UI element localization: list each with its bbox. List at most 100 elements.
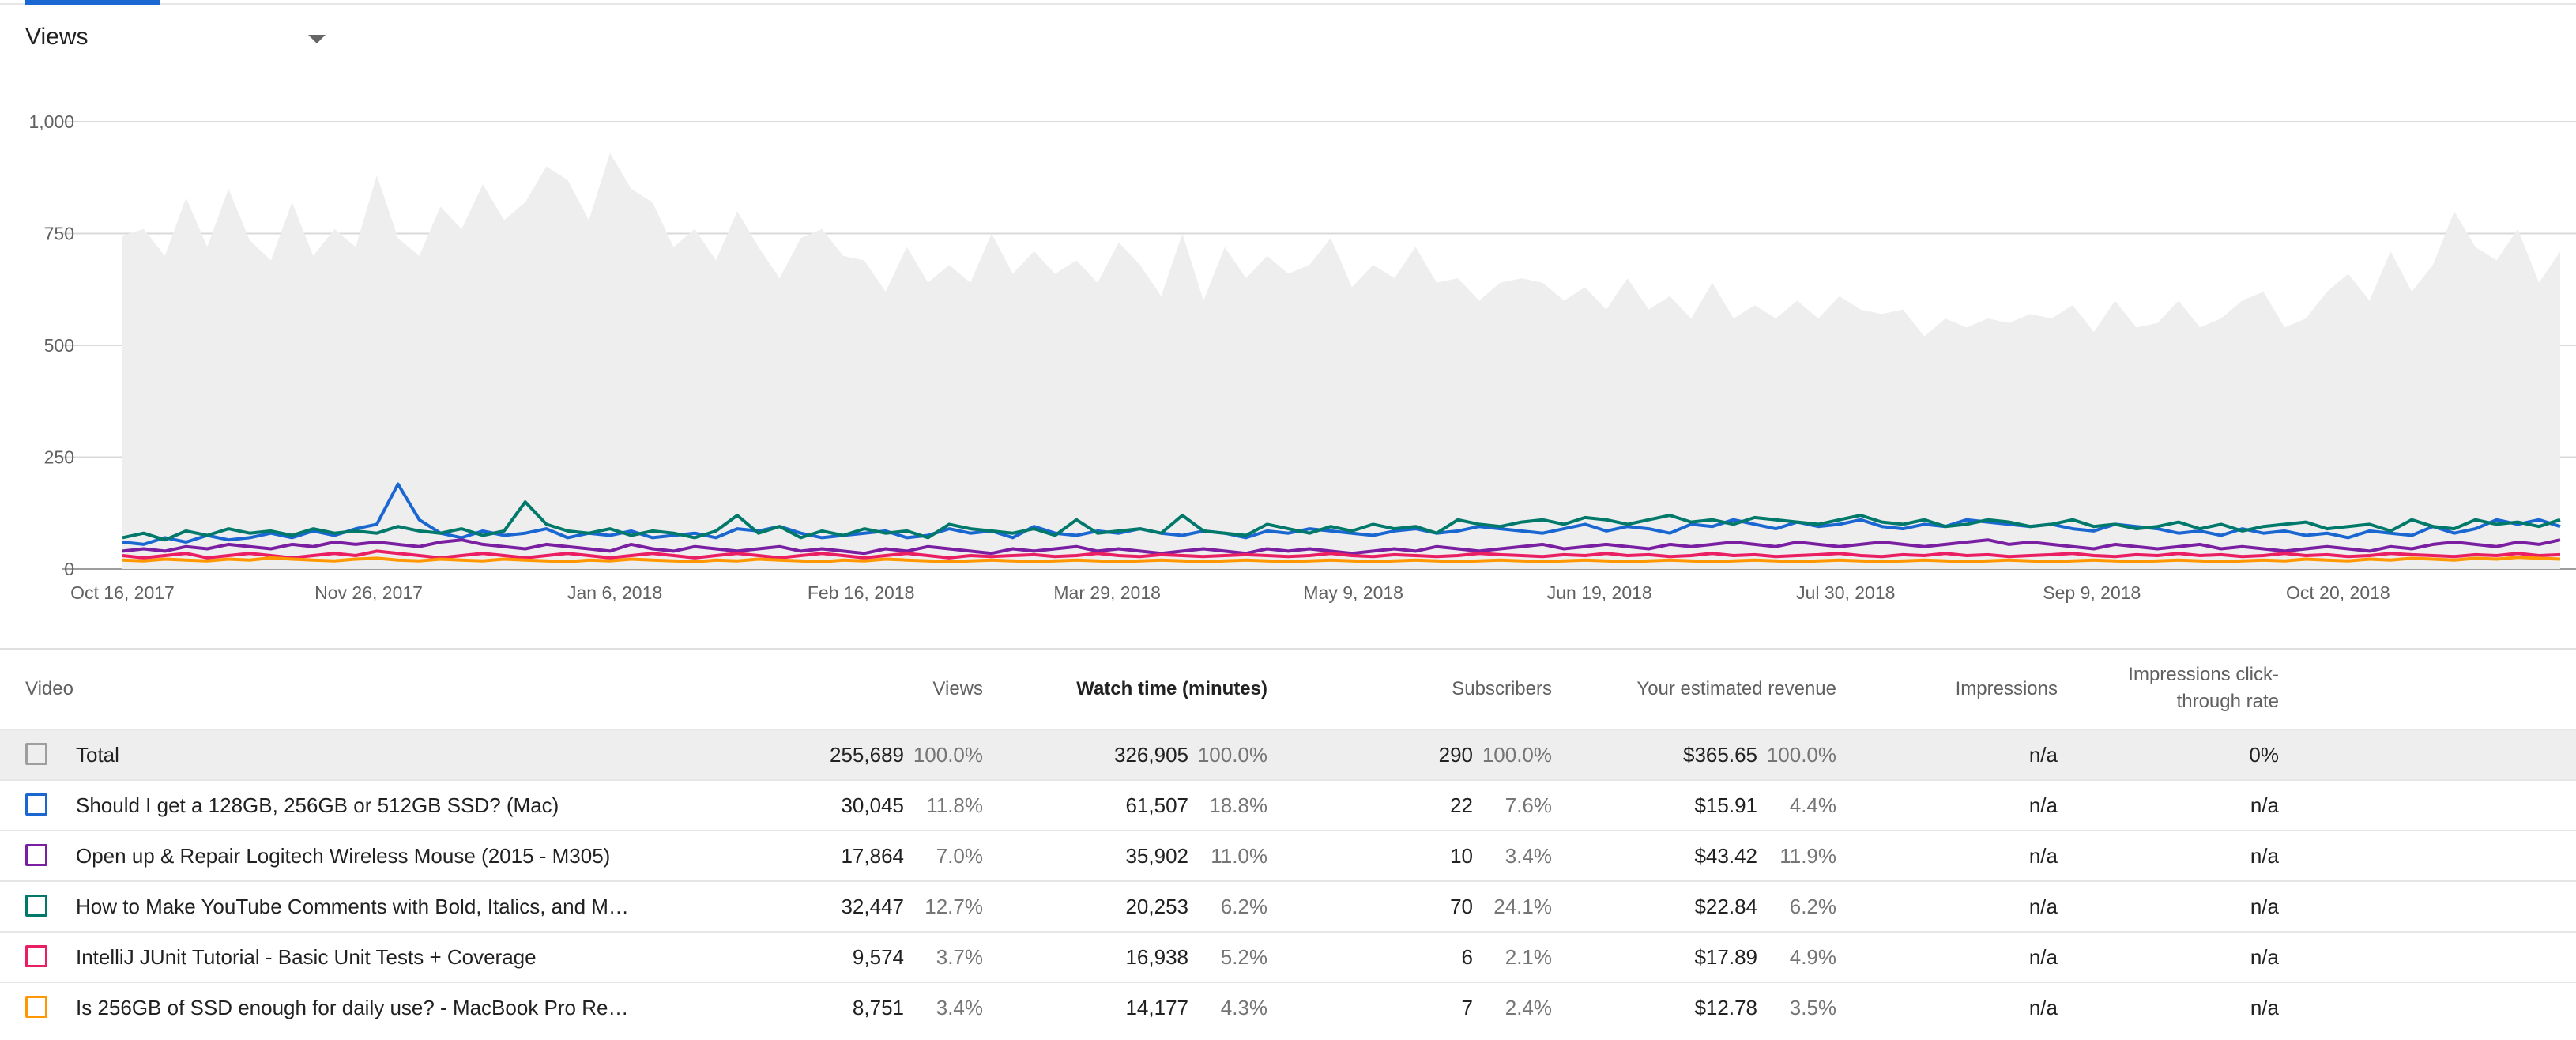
revenue-percent: 4.4% [1789, 793, 1836, 817]
video-title[interactable]: Is 256GB of SSD enough for daily use? - … [76, 996, 629, 1019]
series-checkbox[interactable] [25, 743, 47, 765]
impressions-value: n/a [2028, 844, 2058, 868]
views-percent: 100.0% [913, 743, 983, 767]
revenue-value: $15.91 [1694, 793, 1757, 817]
views-percent: 7.0% [936, 844, 983, 868]
revenue-value: $17.89 [1694, 945, 1757, 969]
series-checkbox[interactable] [25, 945, 47, 967]
header-ctr-line1[interactable]: Impressions click- [2128, 664, 2279, 685]
ctr-value: n/a [2250, 844, 2279, 868]
revenue-percent: 6.2% [1789, 895, 1836, 918]
table-header: Video Views Watch time (minutes) Subscri… [0, 648, 2576, 729]
revenue-percent: 3.5% [1789, 996, 1836, 1019]
series-line [122, 549, 2561, 560]
watch-time-value: 326,905 [1114, 743, 1188, 767]
subscribers-value: 7 [1461, 996, 1473, 1019]
revenue-percent: 4.9% [1789, 945, 1836, 969]
subscribers-percent: 24.1% [1493, 895, 1552, 918]
watch-time-percent: 18.8% [1209, 793, 1267, 817]
y-tick-label: 1,000 [28, 111, 74, 132]
watch-time-value: 14,177 [1125, 996, 1188, 1019]
table-row[interactable]: Is 256GB of SSD enough for daily use? - … [0, 982, 2576, 1032]
table-row[interactable]: How to Make YouTube Comments with Bold, … [0, 880, 2576, 931]
views-percent: 3.7% [936, 945, 983, 969]
revenue-percent: 100.0% [1766, 743, 1836, 767]
subscribers-value: 22 [1450, 793, 1473, 817]
header-watch-time[interactable]: Watch time (minutes) [1076, 678, 1267, 699]
y-tick-label: 250 [44, 447, 74, 468]
ctr-value: 0% [2249, 743, 2279, 767]
y-tick-label: 500 [44, 335, 74, 356]
watch-time-value: 35,902 [1125, 844, 1188, 868]
views-line-chart: 0 250 500 750 1,000 Oct 16, 2017 Nov 26, 2017 J… [28, 111, 2576, 603]
views-value: 30,045 [841, 793, 904, 817]
header-video[interactable]: Video [25, 678, 73, 699]
watch-time-percent: 11.0% [1211, 844, 1267, 868]
views-percent: 11.8% [926, 793, 983, 817]
video-title[interactable]: Open up & Repair Logitech Wireless Mouse… [76, 844, 611, 868]
videos-table: Video Views Watch time (minutes) Subscri… [0, 648, 2576, 1032]
metric-dropdown[interactable]: Views [25, 21, 333, 60]
y-tick-label: 750 [44, 224, 74, 244]
revenue-value: $22.84 [1694, 895, 1757, 918]
series-checkbox[interactable] [25, 844, 47, 866]
series-area-total [122, 153, 2560, 570]
views-value: 32,447 [841, 895, 904, 918]
subscribers-value: 70 [1450, 895, 1473, 918]
ctr-value: n/a [2250, 895, 2279, 918]
table-row[interactable]: Should I get a 128GB, 256GB or 512GB SSD… [0, 779, 2576, 830]
metric-dropdown-label: Views [25, 24, 89, 50]
series-line [122, 556, 2561, 563]
header-impressions[interactable]: Impressions [1955, 678, 2058, 699]
series-line [122, 500, 2561, 542]
watch-time-value: 16,938 [1125, 945, 1188, 969]
video-title[interactable]: How to Make YouTube Comments with Bold, … [76, 895, 629, 918]
series-checkbox[interactable] [25, 996, 47, 1018]
watch-time-value: 61,507 [1125, 793, 1188, 817]
impressions-value: n/a [2028, 945, 2058, 969]
series-checkbox[interactable] [25, 793, 47, 816]
subscribers-percent: 3.4% [1505, 844, 1552, 868]
watch-time-percent: 4.3% [1220, 996, 1267, 1019]
subscribers-value: 6 [1461, 945, 1473, 969]
subscribers-value: 290 [1438, 743, 1473, 767]
x-tick-label: May 9, 2018 [1303, 582, 1403, 603]
watch-time-percent: 6.2% [1220, 895, 1267, 918]
table-row[interactable]: IntelliJ JUnit Tutorial - Basic Unit Tes… [0, 931, 2576, 982]
ctr-value: n/a [2250, 945, 2279, 969]
views-value: 9,574 [852, 945, 904, 969]
x-tick-label: Jun 19, 2018 [1547, 582, 1652, 603]
video-title[interactable]: Total [76, 743, 119, 767]
y-tick-label: 0 [64, 559, 74, 579]
impressions-value: n/a [2028, 793, 2058, 817]
impressions-value: n/a [2028, 996, 2058, 1019]
subscribers-percent: 100.0% [1482, 743, 1552, 767]
x-tick-label: Feb 16, 2018 [808, 582, 915, 603]
views-value: 255,689 [830, 743, 904, 767]
table-row[interactable]: Open up & Repair Logitech Wireless Mouse… [0, 830, 2576, 880]
subscribers-percent: 7.6% [1505, 793, 1552, 817]
watch-time-value: 20,253 [1125, 895, 1188, 918]
views-value: 8,751 [852, 996, 904, 1019]
header-subscribers[interactable]: Subscribers [1452, 678, 1552, 699]
video-title[interactable]: IntelliJ JUnit Tutorial - Basic Unit Tes… [76, 945, 537, 969]
impressions-value: n/a [2028, 895, 2058, 918]
impressions-value: n/a [2028, 743, 2058, 767]
x-tick-label: Jul 30, 2018 [1796, 582, 1895, 603]
header-ctr-line2: through rate [2176, 691, 2279, 712]
series-checkbox[interactable] [25, 895, 47, 917]
total-row[interactable]: Total 255,689 100.0% 326,905 100.0% 290 100.0%… [0, 729, 2576, 779]
views-percent: 3.4% [936, 996, 983, 1019]
views-value: 17,864 [841, 844, 904, 868]
header-views[interactable]: Views [932, 678, 983, 699]
header-revenue[interactable]: Your estimated revenue [1636, 678, 1836, 699]
x-tick-label: Nov 26, 2017 [314, 582, 423, 603]
x-tick-label: Mar 29, 2018 [1053, 582, 1161, 603]
x-tick-label: Oct 20, 2018 [2286, 582, 2390, 603]
revenue-value: $365.65 [1683, 743, 1757, 767]
watch-time-percent: 5.2% [1220, 945, 1267, 969]
video-title[interactable]: Should I get a 128GB, 256GB or 512GB SSD… [76, 793, 559, 817]
series-line [122, 538, 2561, 556]
watch-time-percent: 100.0% [1197, 743, 1267, 767]
revenue-value: $12.78 [1694, 996, 1757, 1019]
